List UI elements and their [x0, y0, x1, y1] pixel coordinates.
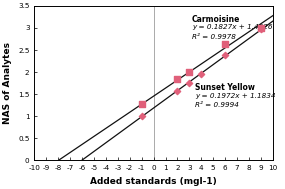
- X-axis label: Added standards (mgl-1): Added standards (mgl-1): [90, 177, 217, 186]
- Text: Sunset Yellow: Sunset Yellow: [195, 83, 255, 92]
- Text: y = 0.1827x + 1.4526: y = 0.1827x + 1.4526: [192, 24, 272, 30]
- Point: [175, 90, 180, 93]
- Point: [199, 72, 203, 75]
- Y-axis label: NAS of Analytes: NAS of Analytes: [3, 42, 13, 124]
- Point: [187, 81, 192, 84]
- Point: [258, 26, 263, 29]
- Point: [223, 43, 227, 46]
- Point: [258, 28, 263, 31]
- Point: [187, 71, 192, 74]
- Point: [223, 54, 227, 57]
- Point: [139, 115, 144, 118]
- Point: [139, 103, 144, 106]
- Text: y = 0.1972x + 1.1834: y = 0.1972x + 1.1834: [195, 93, 276, 99]
- Text: R² = 0.9994: R² = 0.9994: [195, 102, 239, 108]
- Point: [175, 77, 180, 80]
- Text: R² = 0.9978: R² = 0.9978: [192, 34, 236, 40]
- Text: Carmoisine: Carmoisine: [192, 15, 240, 24]
